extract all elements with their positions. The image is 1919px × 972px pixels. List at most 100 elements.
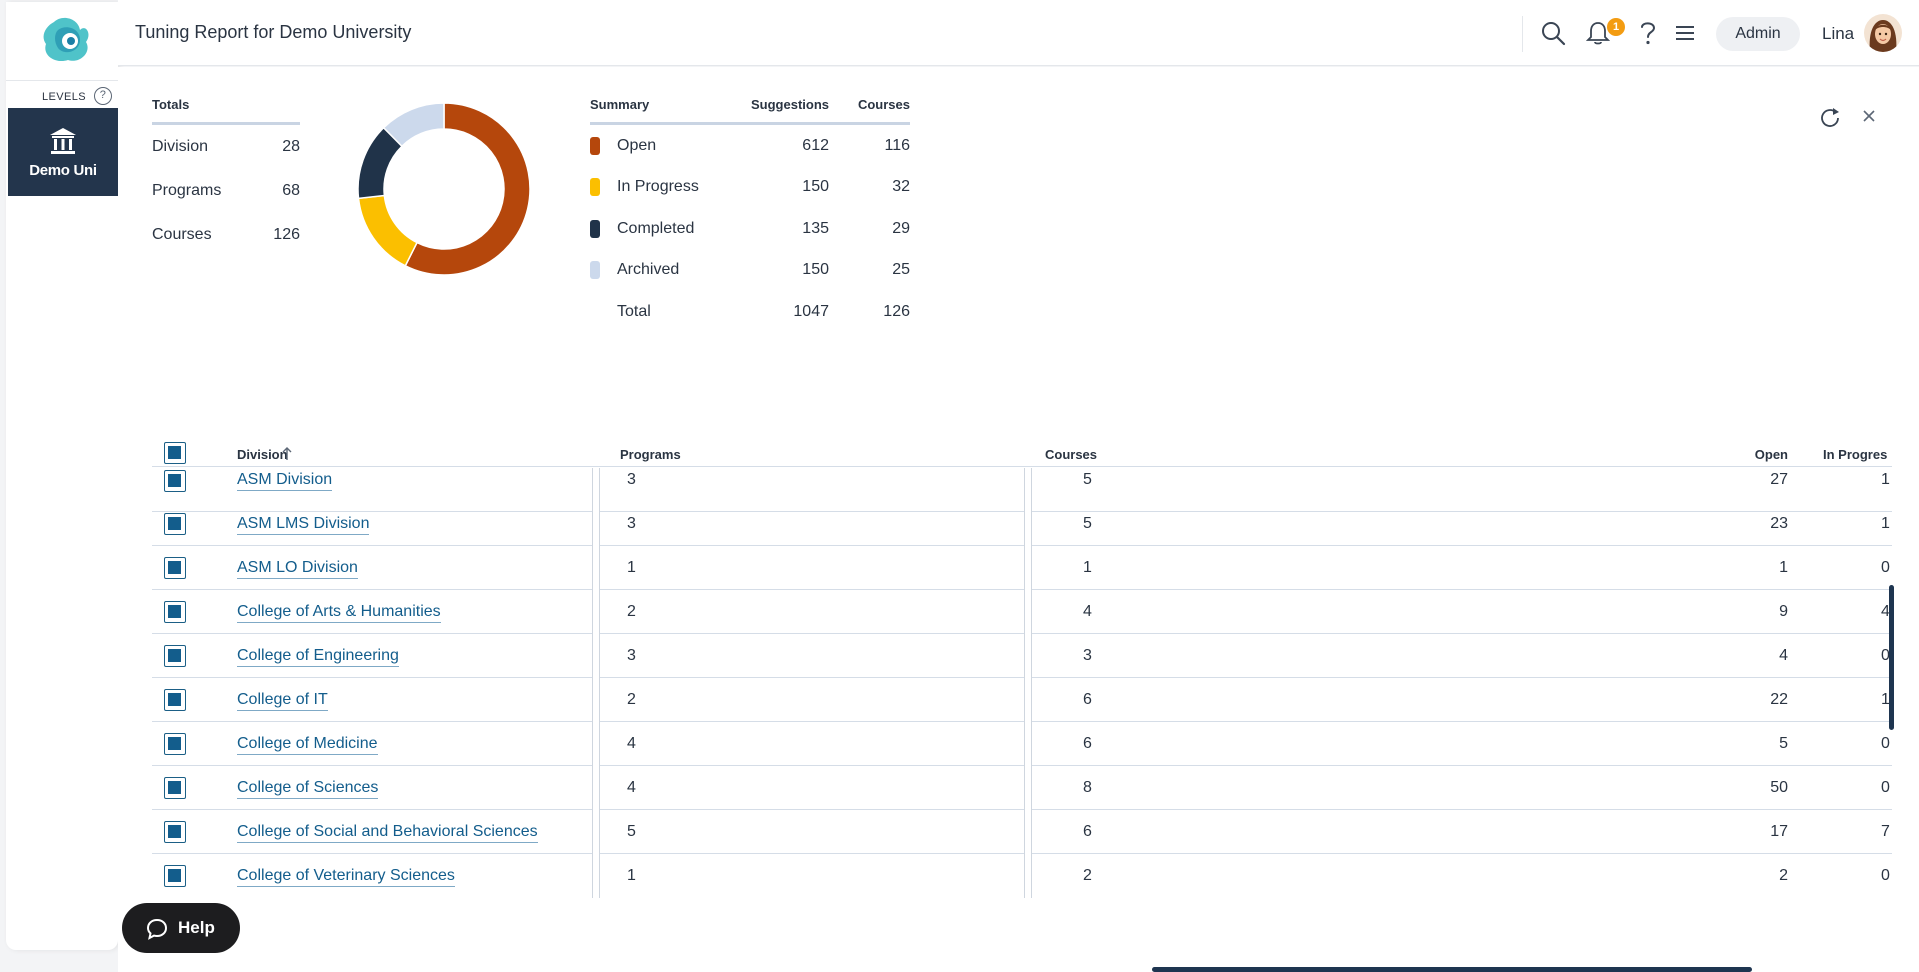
refresh-icon[interactable] bbox=[1817, 105, 1843, 131]
open-cell: 50 bbox=[1770, 779, 1788, 796]
header-divider bbox=[1522, 16, 1523, 52]
sort-ascending-icon[interactable] bbox=[280, 445, 294, 461]
column-header-programs[interactable]: Programs bbox=[620, 447, 681, 462]
row-checkbox[interactable] bbox=[164, 557, 186, 579]
summary-row-in-progress: In Progress 150 32 bbox=[590, 167, 910, 209]
institution-icon bbox=[50, 128, 76, 154]
summary-row-archived: Archived 150 25 bbox=[590, 250, 910, 292]
column-resizer[interactable] bbox=[1024, 468, 1032, 898]
archived-swatch bbox=[590, 261, 600, 280]
programs-cell: 3 bbox=[627, 515, 636, 532]
level-tile-demo-uni[interactable]: Demo Uni bbox=[8, 108, 118, 196]
in-progress-cell: 0 bbox=[1881, 559, 1890, 576]
user-avatar[interactable] bbox=[1864, 14, 1902, 52]
donut-slice-archived bbox=[382, 102, 445, 148]
open-cell: 27 bbox=[1770, 471, 1788, 488]
summary-row-open: Open 612 116 bbox=[590, 125, 910, 167]
table-row: College of Medicine 4 6 5 0 bbox=[152, 722, 1892, 766]
column-header-in-progress[interactable]: In Progres bbox=[1823, 447, 1888, 462]
bell-icon[interactable] bbox=[1586, 20, 1610, 46]
totals-label: Division bbox=[152, 138, 209, 155]
totals-row: Programs 68 bbox=[152, 169, 300, 213]
help-circle-icon[interactable]: ? bbox=[94, 87, 112, 105]
courses-total: 126 bbox=[883, 302, 910, 320]
row-checkbox[interactable] bbox=[164, 645, 186, 667]
close-icon[interactable] bbox=[1860, 107, 1878, 125]
row-checkbox[interactable] bbox=[164, 689, 186, 711]
courses-heading: Courses bbox=[857, 97, 910, 112]
row-checkbox[interactable] bbox=[164, 733, 186, 755]
totals-label: Courses bbox=[152, 226, 212, 243]
row-checkbox[interactable] bbox=[164, 777, 186, 799]
division-link[interactable]: ASM LO Division bbox=[237, 559, 358, 579]
in-progress-cell: 4 bbox=[1881, 603, 1890, 620]
vertical-scrollbar[interactable] bbox=[1889, 585, 1894, 730]
in-progress-cell: 0 bbox=[1881, 735, 1890, 752]
open-cell: 9 bbox=[1779, 603, 1788, 620]
courses-cell: 6 bbox=[1083, 823, 1092, 840]
menu-icon[interactable] bbox=[1674, 24, 1696, 42]
table-row: College of Engineering 3 3 4 0 bbox=[152, 634, 1892, 678]
search-icon[interactable] bbox=[1540, 20, 1566, 46]
division-link[interactable]: College of Engineering bbox=[237, 647, 399, 667]
division-link[interactable]: ASM LMS Division bbox=[237, 515, 370, 535]
table-row: College of Sciences 4 8 50 0 bbox=[152, 766, 1892, 810]
programs-cell: 3 bbox=[627, 647, 636, 664]
horizontal-scrollbar[interactable] bbox=[1152, 967, 1752, 972]
courses-cell: 5 bbox=[1083, 515, 1092, 532]
division-link[interactable]: ASM Division bbox=[237, 471, 333, 491]
table-row: ASM Division 3 5 27 1 bbox=[152, 468, 1892, 512]
row-checkbox[interactable] bbox=[164, 513, 186, 535]
table-row: College of Veterinary Sciences 1 2 2 0 bbox=[152, 854, 1892, 898]
report-panel: Totals Division 28 Programs 68 Courses 1… bbox=[118, 67, 1919, 972]
help-label: Help bbox=[178, 918, 215, 937]
division-link[interactable]: College of Medicine bbox=[237, 735, 378, 755]
in-progress-cell: 0 bbox=[1881, 779, 1890, 796]
programs-cell: 3 bbox=[627, 471, 636, 488]
totals-row: Courses 126 bbox=[152, 213, 300, 257]
programs-cell: 2 bbox=[627, 691, 636, 708]
table-row: College of IT 2 6 22 12 bbox=[152, 678, 1892, 722]
courses-cell: 1 bbox=[1083, 559, 1092, 576]
level-name: Demo Uni bbox=[29, 162, 97, 179]
in-progress-cell: 12 bbox=[1881, 691, 1892, 708]
division-link[interactable]: College of Sciences bbox=[237, 779, 379, 799]
division-link[interactable]: College of Veterinary Sciences bbox=[237, 867, 455, 887]
column-resizer[interactable] bbox=[592, 468, 600, 898]
division-link[interactable]: College of Social and Behavioral Science… bbox=[237, 823, 538, 843]
total-label: Total bbox=[617, 302, 651, 320]
select-all-checkbox[interactable] bbox=[164, 442, 186, 464]
suggestions-heading: Suggestions bbox=[750, 97, 829, 112]
divisions-table: Division Programs Courses Open In Progre… bbox=[152, 437, 1892, 907]
user-name[interactable]: Lina bbox=[1822, 24, 1855, 43]
totals-row: Division 28 bbox=[152, 125, 300, 169]
row-checkbox[interactable] bbox=[164, 821, 186, 843]
row-checkbox[interactable] bbox=[164, 865, 186, 887]
column-header-open[interactable]: Open bbox=[1754, 447, 1788, 462]
table-header: Division Programs Courses Open In Progre… bbox=[152, 437, 1892, 467]
courses-value: 25 bbox=[892, 261, 910, 279]
app-logo[interactable] bbox=[40, 16, 92, 64]
admin-button[interactable]: Admin bbox=[1716, 17, 1800, 51]
status-label: In Progress bbox=[617, 178, 699, 196]
levels-label: LEVELS bbox=[42, 91, 86, 103]
totals-section: Totals Division 28 Programs 68 Courses 1… bbox=[152, 97, 300, 257]
summary-section: Summary Suggestions Courses Open 612 116… bbox=[590, 97, 910, 333]
programs-cell: 4 bbox=[627, 735, 636, 752]
column-header-courses[interactable]: Courses bbox=[1045, 447, 1098, 462]
column-header-division[interactable]: Division bbox=[237, 447, 288, 462]
courses-cell: 4 bbox=[1083, 603, 1092, 620]
row-checkbox[interactable] bbox=[164, 601, 186, 623]
division-link[interactable]: College of Arts & Humanities bbox=[237, 603, 441, 623]
suggestions-value: 150 bbox=[802, 261, 829, 279]
help-button[interactable]: Help bbox=[122, 903, 240, 953]
in-progress-cell: 1 bbox=[1881, 471, 1890, 488]
courses-value: 32 bbox=[892, 178, 910, 196]
question-mark-icon[interactable] bbox=[1639, 20, 1657, 46]
table-row: ASM LMS Division 3 5 23 1 bbox=[152, 502, 1892, 546]
open-cell: 23 bbox=[1770, 515, 1788, 532]
courses-cell: 3 bbox=[1083, 647, 1092, 664]
row-checkbox[interactable] bbox=[164, 470, 186, 492]
division-link[interactable]: College of IT bbox=[237, 691, 328, 711]
table-row: ASM LO Division 1 1 1 0 bbox=[152, 546, 1892, 590]
